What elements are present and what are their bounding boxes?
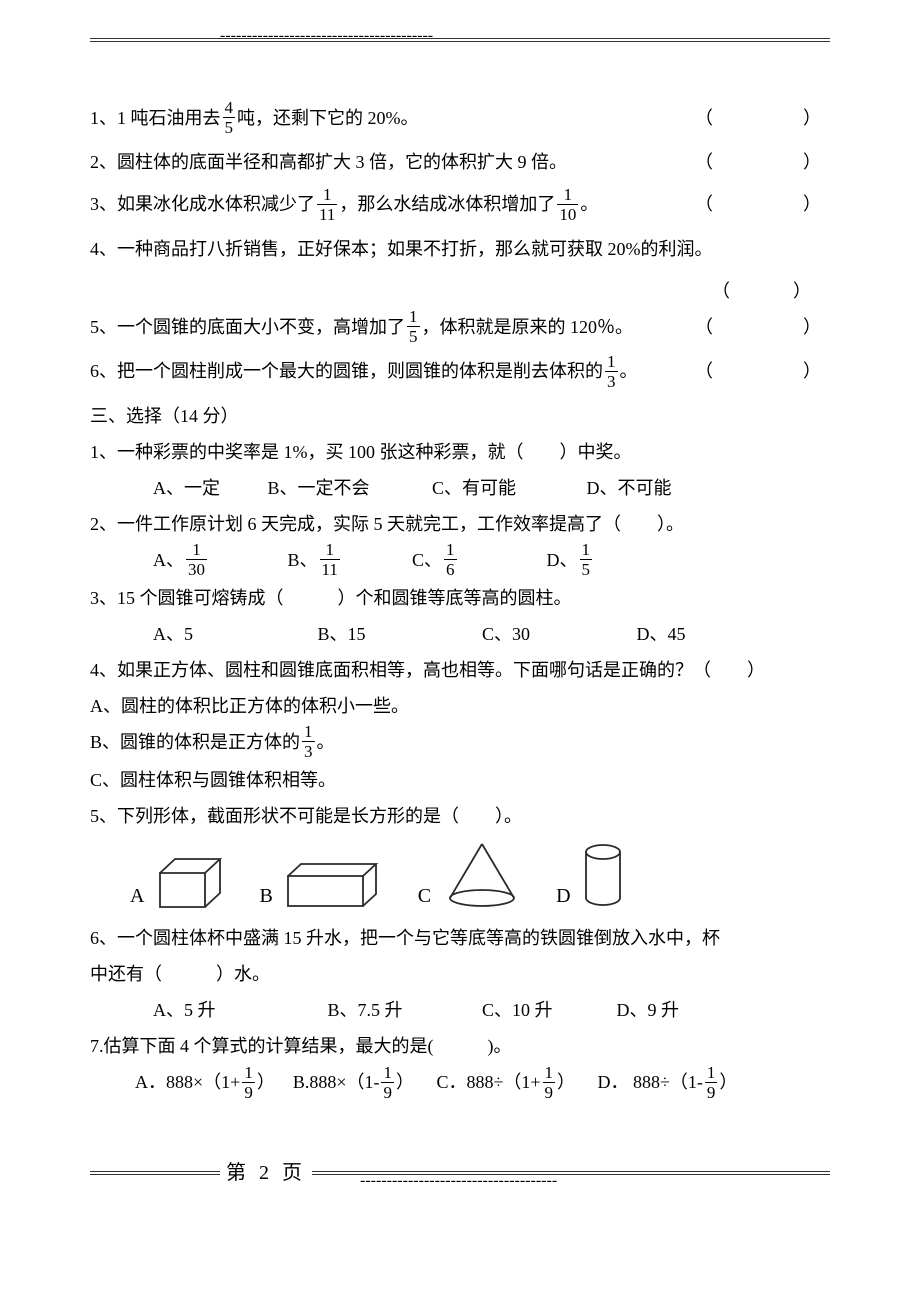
opt-a: A、130 [153, 542, 283, 580]
opt-d: D、9 升 [617, 992, 680, 1028]
shape-b-group: B [259, 860, 383, 910]
fraction: 13 [605, 353, 618, 390]
tf-q3: 3、如果冰化成水体积减少了111，那么水结成冰体积增加了110。 （ ） [90, 186, 830, 224]
fraction: 111 [317, 186, 337, 223]
opt-c: C、有可能 [432, 470, 582, 506]
answer-blank: （ ） [695, 309, 830, 345]
mc-q5-shapes: A B C [90, 840, 830, 910]
cube-icon [155, 855, 225, 910]
fraction: 16 [444, 541, 457, 578]
mc-q7-options: A．888×（1+19） B.888×（1-19） C．888÷（1+19） D… [90, 1064, 830, 1102]
answer-blank: （ ） [695, 144, 830, 180]
mc-q2-options: A、130 B、111 C、16 D、15 [90, 542, 830, 580]
tf-q1-text-b: 吨，还剩下它的 20%。 [237, 108, 419, 128]
opt-a: A．888×（1+19） [135, 1064, 275, 1102]
shape-a-group: A [130, 855, 225, 910]
mc-q2: 2、一件工作原计划 6 天完成，实际 5 天就完工，工作效率提高了（ ）。 [90, 506, 830, 542]
mc-q6-line2: 中还有（ ）水。 [90, 956, 830, 992]
tf-q4: 4、一种商品打八折销售，正好保本；如果不打折，那么就可获取 20%的利润。 [90, 231, 830, 267]
tf-q1-text-a: 1、1 吨石油用去 [90, 108, 221, 128]
mc-q5: 5、下列形体，截面形状不可能是长方形的是（ ）。 [90, 798, 830, 834]
tf-q5-text-b: ，体积就是原来的 120％。 [422, 317, 634, 337]
opt-a: A、5 [153, 616, 313, 652]
mc-q1: 1、一种彩票的中奖率是 1%，买 100 张这种彩票，就（ ）中奖。 [90, 434, 830, 470]
fraction: 13 [302, 723, 315, 760]
opt-c: C．888÷（1+19） [436, 1064, 575, 1102]
mc-q6-line1: 6、一个圆柱体杯中盛满 15 升水，把一个与它等底等高的铁圆锥倒放入水中，杯 [90, 920, 830, 956]
tf-q5-text-a: 5、一个圆锥的底面大小不变，高增加了 [90, 317, 405, 337]
answer-blank: （ ） [695, 353, 830, 389]
tf-q6-text-b: 。 [620, 361, 638, 381]
mc-title: 三、选择（14 分） [90, 398, 830, 434]
shape-d-label: D [556, 886, 570, 906]
footer-rule: 第 2 页 ----------------------------------… [90, 1163, 830, 1203]
fraction: 110 [557, 186, 578, 223]
fraction: 130 [186, 541, 207, 578]
opt-d: D、15 [547, 542, 595, 580]
opt-b: B、7.5 升 [328, 992, 478, 1028]
fraction: 19 [242, 1064, 255, 1101]
tf-q6-text-a: 6、把一个圆柱削成一个最大的圆锥，则圆锥的体积是削去体积的 [90, 361, 603, 381]
tf-q2-text: 2、圆柱体的底面半径和高都扩大 3 倍，它的体积扩大 9 倍。 [90, 152, 567, 172]
fraction: 45 [223, 99, 236, 136]
cone-icon [442, 840, 522, 910]
header-dashes: ---------------------------------------- [220, 20, 433, 52]
mc-q4-opt-c: C、圆柱体积与圆锥体积相等。 [90, 762, 830, 798]
opt-d: D、45 [637, 616, 686, 652]
tf-q6: 6、把一个圆柱削成一个最大的圆锥，则圆锥的体积是削去体积的13。 （ ） [90, 353, 830, 391]
tf-q5: 5、一个圆锥的底面大小不变，高增加了15，体积就是原来的 120％。 （ ） [90, 309, 830, 347]
page-number: 第 2 页 [220, 1153, 312, 1193]
fraction: 15 [580, 541, 593, 578]
tf-q3-text-a: 3、如果冰化成水体积减少了 [90, 194, 315, 214]
fraction: 19 [543, 1064, 556, 1101]
answer-blank: （ ） [695, 186, 830, 222]
tf-q3-text-c: 。 [580, 194, 598, 214]
fraction: 19 [705, 1064, 718, 1101]
mc-q6-options: A、5 升 B、7.5 升 C、10 升 D、9 升 [90, 992, 830, 1028]
opt-a: A、5 升 [153, 992, 323, 1028]
header-double-line [90, 38, 830, 42]
opt-d: D． 888÷（1-19） [598, 1064, 738, 1102]
cuboid-icon [283, 860, 383, 910]
answer-blank: （ ） [90, 273, 830, 309]
opt-c: C、16 [412, 542, 542, 580]
mc-q7: 7.估算下面 4 个算式的计算结果，最大的是( )。 [90, 1028, 830, 1064]
mc-q4-opt-b: B、圆锥的体积是正方体的13。 [90, 724, 830, 762]
opt-a: A、一定 [153, 470, 263, 506]
opt-b: B、111 [288, 542, 408, 580]
shape-a-label: A [130, 886, 144, 906]
mc-q4: 4、如果正方体、圆柱和圆锥底面积相等，高也相等。下面哪句话是正确的？（ ） [90, 652, 830, 688]
answer-blank: （ ） [695, 100, 830, 136]
fraction: 19 [381, 1064, 394, 1101]
mc-q4-opt-a: A、圆柱的体积比正方体的体积小一些。 [90, 688, 830, 724]
header-rule: ---------------------------------------- [90, 20, 830, 50]
mc-q3: 3、15 个圆锥可熔铸成（ ）个和圆锥等底等高的圆柱。 [90, 580, 830, 616]
opt-c: C、30 [482, 616, 632, 652]
opt-d: D、不可能 [587, 470, 672, 506]
tf-q4-text: 4、一种商品打八折销售，正好保本；如果不打折，那么就可获取 20%的利润。 [90, 239, 713, 259]
opt-b: B、15 [318, 616, 478, 652]
opt-c: C、10 升 [482, 992, 612, 1028]
mc-q3-options: A、5 B、15 C、30 D、45 [90, 616, 830, 652]
tf-q2: 2、圆柱体的底面半径和高都扩大 3 倍，它的体积扩大 9 倍。 （ ） [90, 144, 830, 180]
tf-q1: 1、1 吨石油用去45吨，还剩下它的 20%。 （ ） [90, 100, 830, 138]
shape-c-label: C [418, 886, 431, 906]
shape-d-group: D [556, 842, 626, 910]
mc-q1-options: A、一定 B、一定不会 C、有可能 D、不可能 [90, 470, 830, 506]
tf-q3-text-b: ，那么水结成冰体积增加了 [339, 194, 555, 214]
opt-b: B、一定不会 [268, 470, 428, 506]
fraction: 15 [407, 308, 420, 345]
footer-dashes: ------------------------------------- [360, 1165, 557, 1197]
opt-b: B.888×（1-19） [293, 1064, 414, 1102]
fraction: 111 [320, 541, 340, 578]
cylinder-icon [581, 842, 626, 910]
shape-c-group: C [418, 840, 522, 910]
shape-b-label: B [259, 886, 272, 906]
